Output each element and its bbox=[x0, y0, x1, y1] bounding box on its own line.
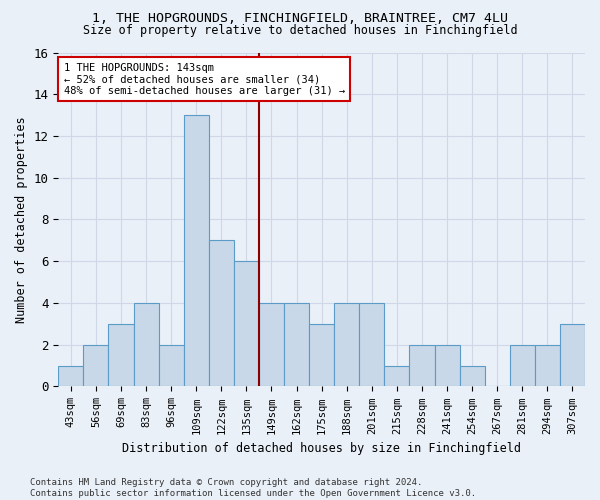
Text: Size of property relative to detached houses in Finchingfield: Size of property relative to detached ho… bbox=[83, 24, 517, 37]
Text: Contains HM Land Registry data © Crown copyright and database right 2024.
Contai: Contains HM Land Registry data © Crown c… bbox=[30, 478, 476, 498]
Bar bbox=[409, 344, 434, 387]
Bar bbox=[109, 324, 134, 386]
Bar bbox=[309, 324, 334, 386]
Bar bbox=[158, 344, 184, 387]
Bar bbox=[334, 303, 359, 386]
Bar bbox=[359, 303, 385, 386]
Bar bbox=[284, 303, 309, 386]
Y-axis label: Number of detached properties: Number of detached properties bbox=[15, 116, 28, 323]
Bar bbox=[184, 115, 209, 386]
Bar bbox=[83, 344, 109, 387]
Bar bbox=[460, 366, 485, 386]
Bar bbox=[385, 366, 409, 386]
Bar bbox=[535, 344, 560, 387]
Bar bbox=[510, 344, 535, 387]
X-axis label: Distribution of detached houses by size in Finchingfield: Distribution of detached houses by size … bbox=[122, 442, 521, 455]
Text: 1 THE HOPGROUNDS: 143sqm
← 52% of detached houses are smaller (34)
48% of semi-d: 1 THE HOPGROUNDS: 143sqm ← 52% of detach… bbox=[64, 62, 345, 96]
Bar bbox=[560, 324, 585, 386]
Bar bbox=[58, 366, 83, 386]
Text: 1, THE HOPGROUNDS, FINCHINGFIELD, BRAINTREE, CM7 4LU: 1, THE HOPGROUNDS, FINCHINGFIELD, BRAINT… bbox=[92, 12, 508, 26]
Bar bbox=[209, 240, 234, 386]
Bar bbox=[234, 261, 259, 386]
Bar bbox=[259, 303, 284, 386]
Bar bbox=[434, 344, 460, 387]
Bar bbox=[134, 303, 158, 386]
